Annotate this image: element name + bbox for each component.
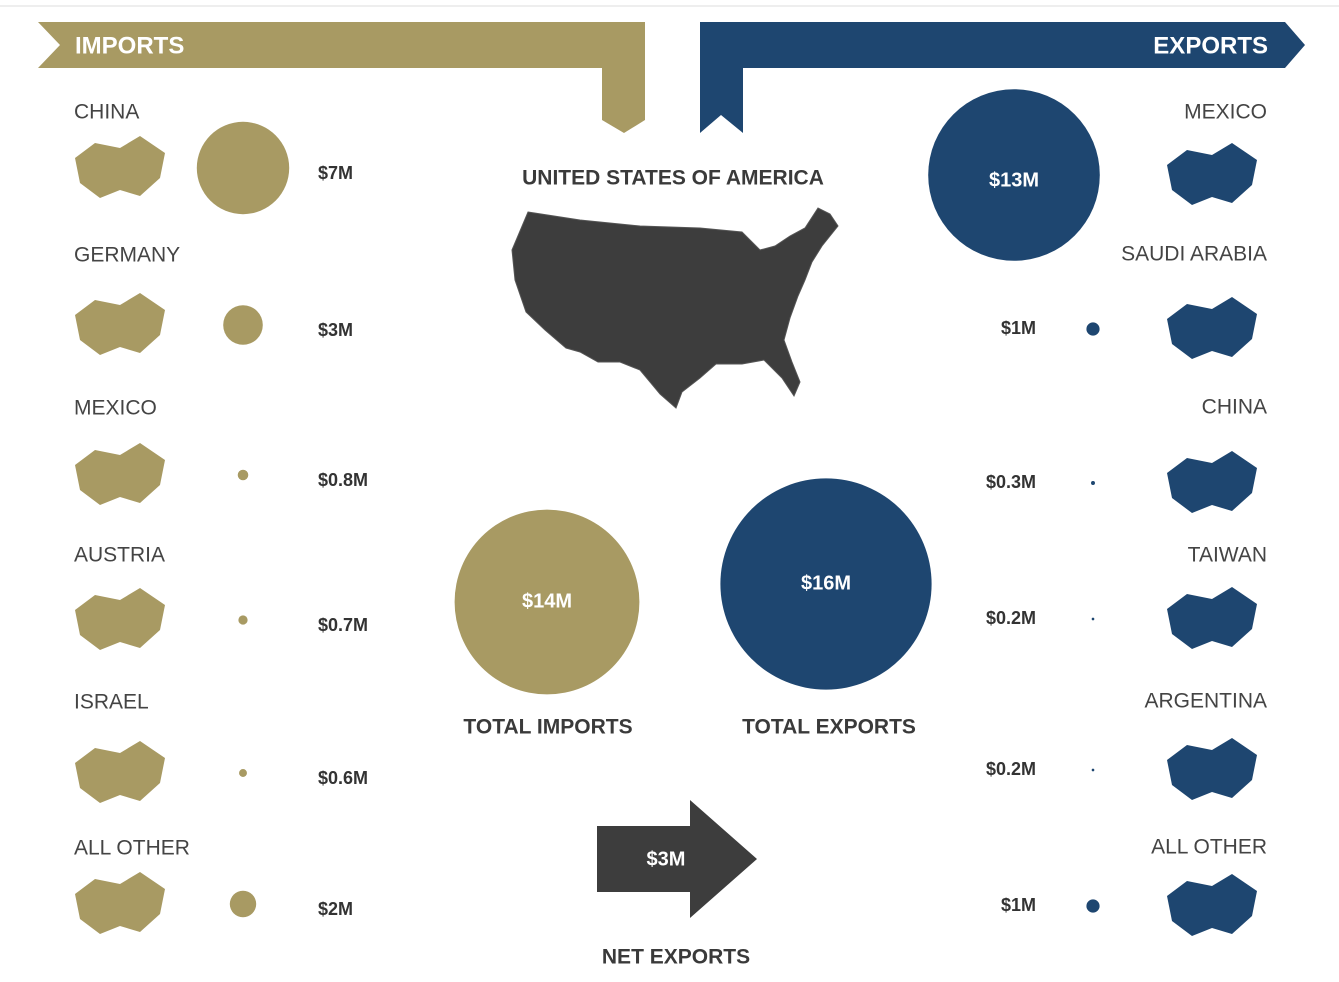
value-label: $2M (318, 899, 353, 919)
country-name: MEXICO (74, 397, 157, 420)
country-map (1167, 587, 1257, 649)
value-label: $0.8M (318, 470, 368, 490)
value-label: $3M (318, 320, 353, 340)
country-title: UNITED STATES OF AMERICA (522, 167, 824, 190)
bubble (1086, 322, 1100, 336)
value-label: $0.2M (986, 608, 1036, 628)
total-exports-label: TOTAL EXPORTS (742, 716, 916, 739)
value-label: $1M (1001, 895, 1036, 915)
country-name: ALL OTHER (1151, 836, 1267, 859)
bubble (1091, 768, 1095, 772)
value-label: $13M (989, 169, 1039, 191)
bubble (1086, 899, 1100, 913)
value-label: $0.2M (986, 759, 1036, 779)
country-name: ALL OTHER (74, 837, 190, 860)
imports-title: IMPORTS (75, 32, 184, 59)
country-name: ISRAEL (74, 691, 149, 714)
country-map (1167, 738, 1257, 800)
imports-banner (38, 22, 645, 133)
country-name: ARGENTINA (1144, 690, 1267, 713)
country-map (1167, 297, 1257, 359)
bubble (229, 890, 257, 918)
country-name: AUSTRIA (74, 544, 165, 567)
total-value: $14M (522, 590, 572, 612)
value-label: $1M (1001, 318, 1036, 338)
country-map (75, 443, 165, 505)
bubble (928, 89, 1100, 261)
country-name: CHINA (74, 101, 139, 124)
bubble (237, 469, 249, 481)
country-map (75, 872, 165, 934)
country-name: TAIWAN (1188, 544, 1267, 567)
net-exports-value: $3M (647, 848, 686, 870)
value-label: $0.3M (986, 472, 1036, 492)
total-value: $16M (801, 572, 851, 594)
country-name: MEXICO (1184, 101, 1267, 124)
exports-banner (700, 22, 1305, 133)
country-map (75, 293, 165, 355)
net-exports-label: NET EXPORTS (602, 946, 750, 969)
bubble (196, 121, 290, 215)
country-map (1167, 451, 1257, 513)
bubble (1091, 617, 1095, 621)
bubble (1091, 481, 1095, 485)
country-map (1167, 143, 1257, 205)
total-bubble (720, 478, 932, 690)
usa-map (511, 207, 839, 409)
exports-title: EXPORTS (1153, 32, 1268, 59)
total-bubble (454, 509, 640, 695)
bubble (238, 615, 248, 625)
country-name: SAUDI ARABIA (1121, 243, 1267, 266)
bubble (223, 305, 263, 345)
bubble (239, 769, 247, 777)
country-name: GERMANY (74, 244, 180, 267)
value-label: $0.6M (318, 768, 368, 788)
country-name: CHINA (1202, 396, 1267, 419)
value-label: $0.7M (318, 615, 368, 635)
net-exports-arrow (597, 800, 757, 918)
value-label: $7M (318, 163, 353, 183)
country-map (75, 741, 165, 803)
country-map (75, 588, 165, 650)
total-imports-label: TOTAL IMPORTS (463, 716, 632, 739)
country-map (1167, 874, 1257, 936)
country-map (75, 136, 165, 198)
